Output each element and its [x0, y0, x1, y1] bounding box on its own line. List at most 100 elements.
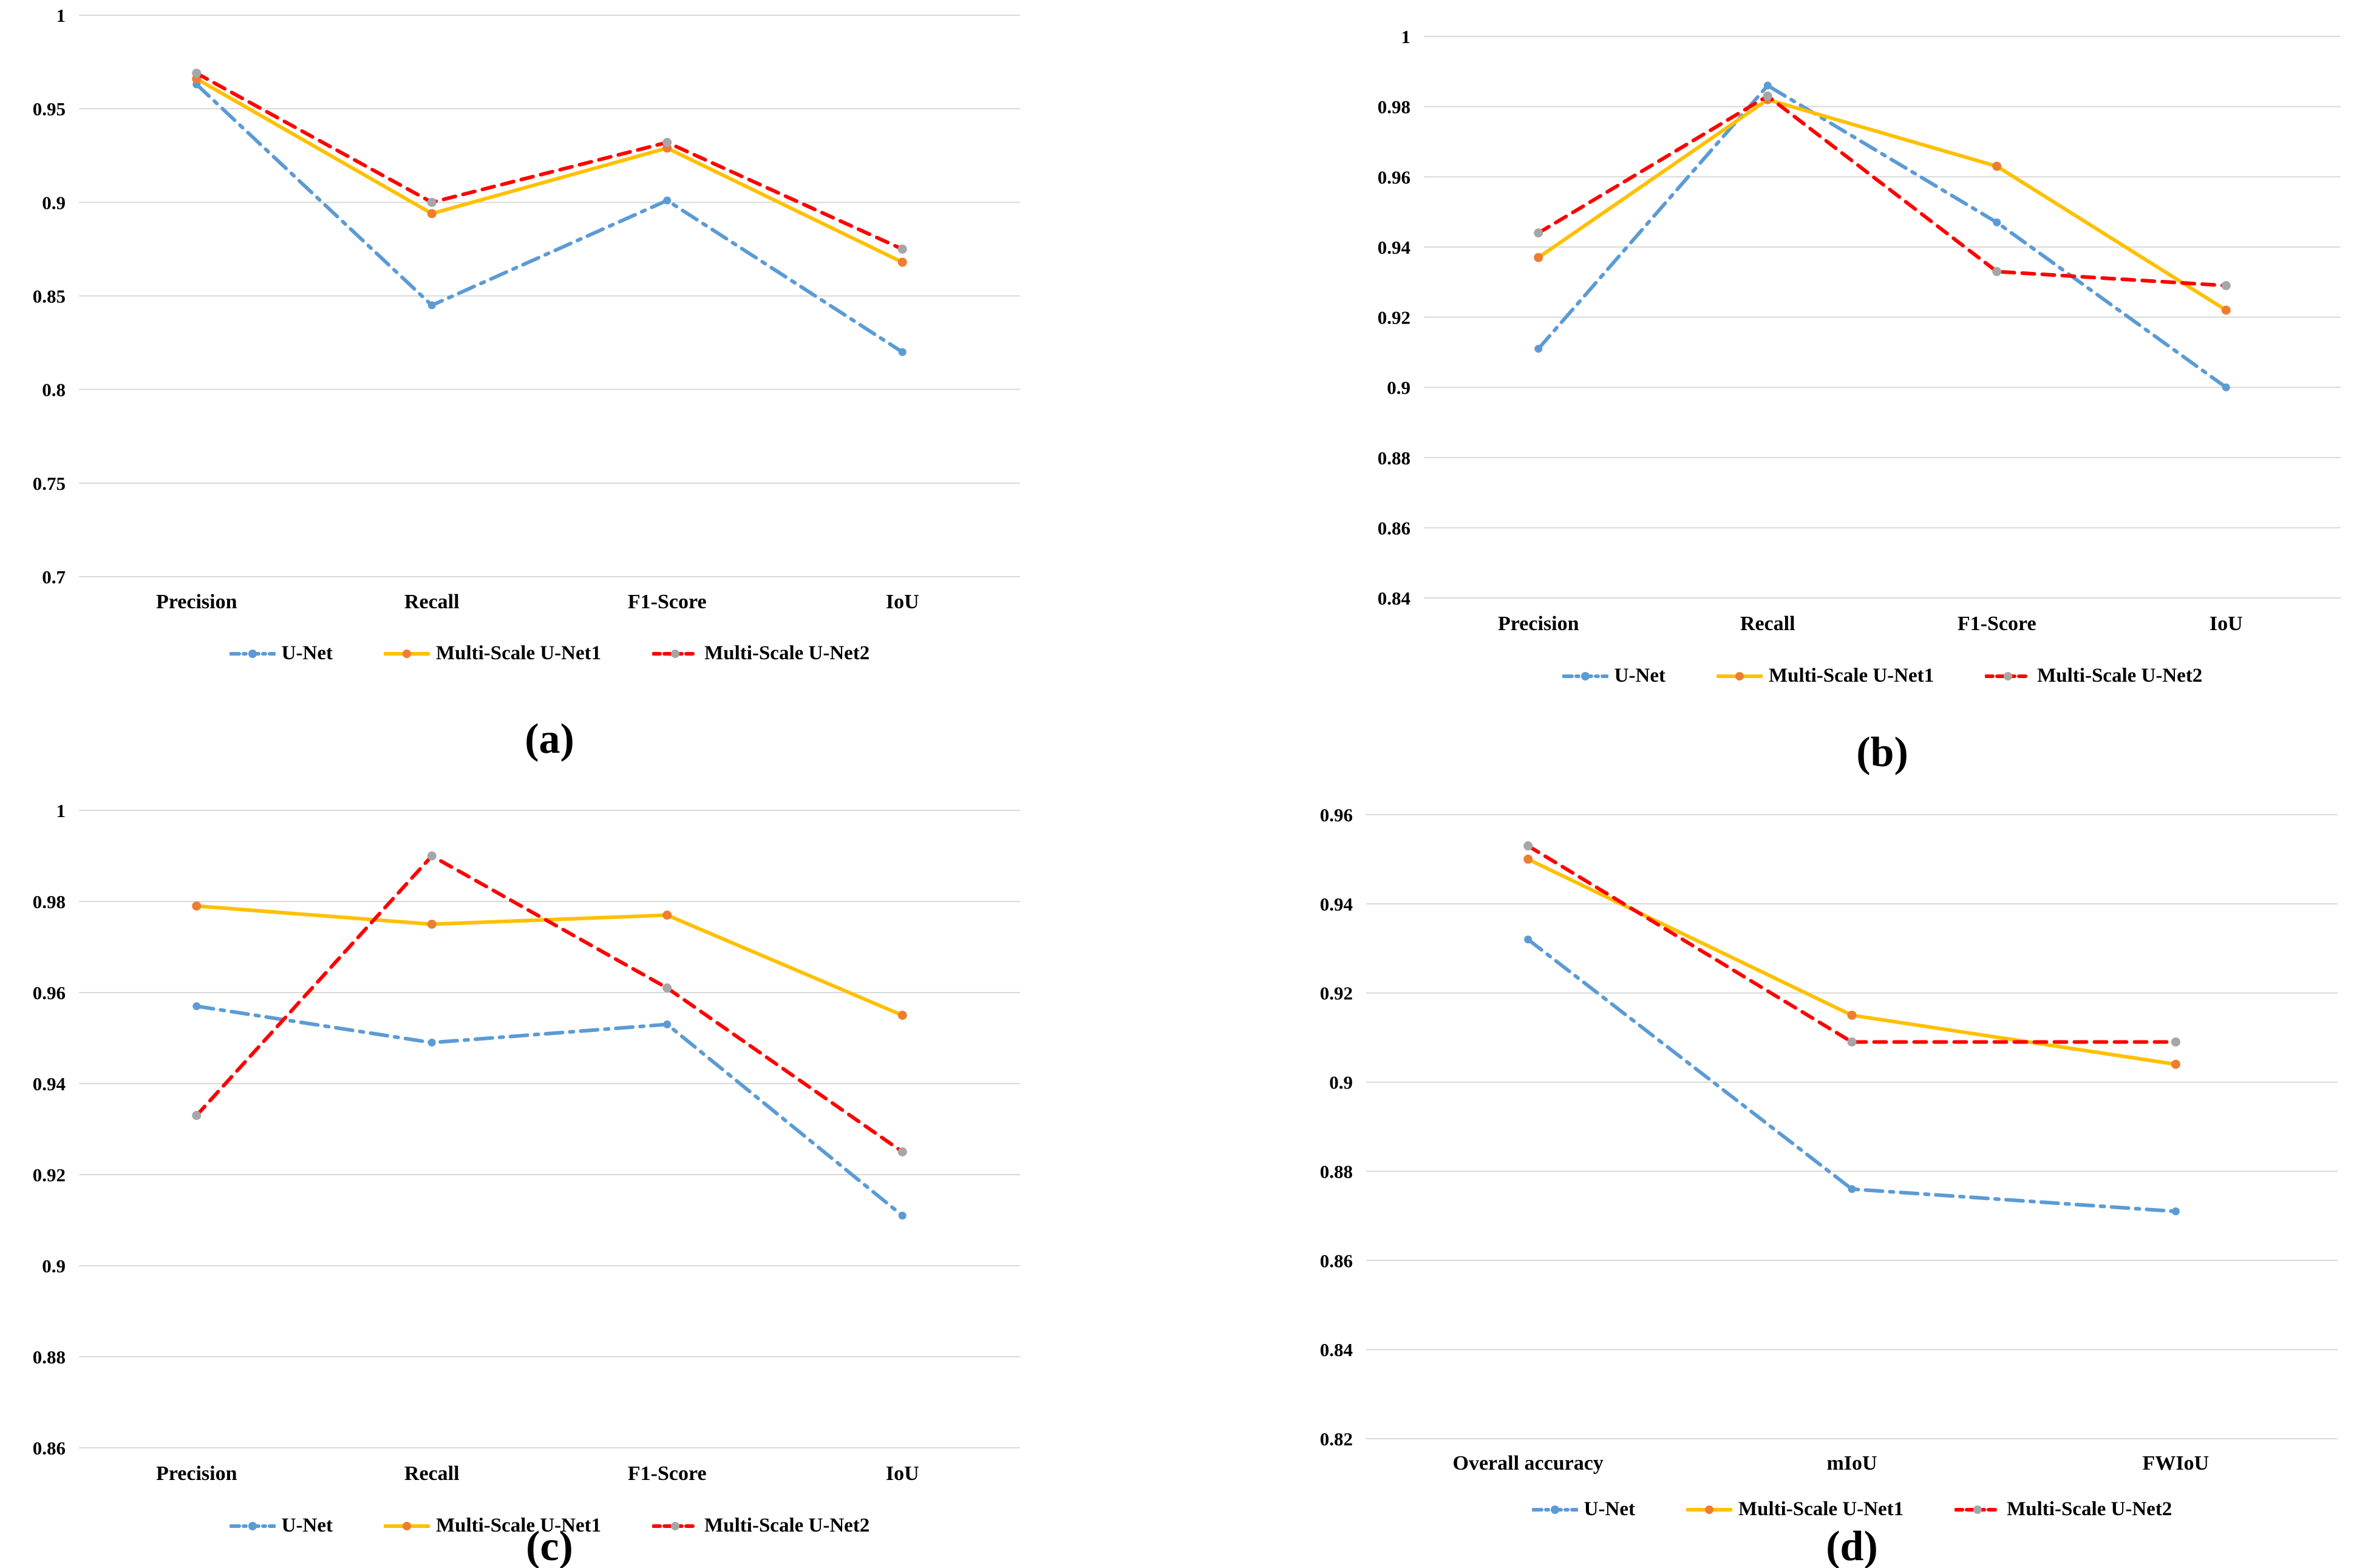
- legend-label-u-net: U-Net: [281, 642, 333, 664]
- series-marker-u-net: [2222, 383, 2230, 392]
- y-tick-label: 0.86: [1378, 517, 1410, 538]
- x-category-label: IoU: [886, 591, 919, 613]
- legend-marker: [671, 1521, 680, 1530]
- series-marker-multi-scale-u-net2: [192, 1111, 202, 1120]
- chart-d-canvas: 0.96 0.94 0.92 0.9 0.88 0.86 0.84 0.82 Overall a…: [1320, 804, 2338, 1475]
- series-line-multi-scale-u-net2: [194, 71, 905, 251]
- y-tick-label: 0.75: [33, 473, 66, 494]
- y-tick-label: 0.9: [42, 1255, 66, 1277]
- y-tick-label: 0.84: [1378, 588, 1410, 609]
- chart-d-caption: (d): [1826, 1523, 1878, 1568]
- legend-label-u-net: U-Net: [281, 1515, 333, 1536]
- legend-swatch-multi-scale-u-net1: [383, 1521, 430, 1530]
- chart-c-canvas: 1 0.98 0.96 0.94 0.92 0.9 0.88 0.86 Precision Rec…: [33, 800, 1020, 1485]
- legend-item-multi-scale-u-net2: Multi-Scale U-Net2: [1955, 1498, 2172, 1521]
- chart-b-canvas: 1 0.98 0.96 0.94 0.92 0.9 0.88 0.86 0.84 Precisio…: [1378, 26, 2341, 635]
- series-line-u-net: [1526, 937, 2178, 1213]
- legend-item-multi-scale-u-net2: Multi-Scale U-Net2: [1985, 665, 2202, 687]
- y-tick-label: 0.9: [1387, 377, 1410, 398]
- y-tick-label: 0.86: [33, 1437, 66, 1459]
- legend-label-multi-scale-u-net1: Multi-Scale U-Net1: [435, 642, 602, 664]
- series-marker-u-net: [192, 1002, 201, 1010]
- series-line-multi-scale-u-net1: [194, 76, 905, 264]
- legend-swatch-u-net: [229, 649, 276, 658]
- legend-item-multi-scale-u-net1: Multi-Scale U-Net1: [383, 1515, 602, 1537]
- legend-swatch-u-net: [229, 1521, 276, 1530]
- series-marker-u-net: [898, 1212, 907, 1220]
- y-tick-label: 0.84: [1320, 1339, 1353, 1360]
- legend-item-multi-scale-u-net1: Multi-Scale U-Net1: [1716, 665, 1934, 687]
- legend-marker: [1973, 1505, 1982, 1514]
- legend-marker: [1580, 671, 1590, 680]
- series-line-u-net: [194, 83, 905, 354]
- series-marker-multi-scale-u-net2: [1992, 266, 2002, 276]
- legend-marker: [402, 1521, 411, 1530]
- series-marker-multi-scale-u-net2: [1523, 841, 1533, 850]
- x-category-label: IoU: [2210, 613, 2243, 635]
- legend-marker: [402, 649, 411, 658]
- x-category-label: Overall accuracy: [1453, 1452, 1604, 1475]
- series-line-u-net: [194, 1004, 905, 1218]
- series-marker-multi-scale-u-net2: [2221, 280, 2231, 290]
- y-tick-label: 0.92: [33, 1164, 66, 1186]
- series-marker-u-net: [1534, 345, 1543, 353]
- series-marker-multi-scale-u-net2: [897, 1147, 907, 1156]
- series-marker-multi-scale-u-net1: [427, 209, 437, 219]
- series-marker-u-net: [1848, 1185, 1856, 1193]
- legend-swatch-multi-scale-u-net1: [1716, 671, 1763, 680]
- legend-label-multi-scale-u-net1: Multi-Scale U-Net1: [1738, 1498, 1904, 1520]
- series-line-u-net: [1536, 83, 2228, 390]
- chart-b-caption: (b): [1856, 729, 1908, 776]
- series-marker-multi-scale-u-net1: [1847, 1010, 1857, 1020]
- series-marker-u-net: [1993, 218, 2001, 226]
- chart-c-legend: U-Net Multi-Scale U-Net1 Multi-Scale U-Net…: [79, 1515, 1020, 1537]
- y-tick-label: 1: [56, 5, 66, 26]
- legend-marker: [1735, 671, 1744, 680]
- legend-marker: [2004, 671, 2013, 680]
- y-tick-label: 0.88: [1320, 1161, 1353, 1182]
- x-category-label: Recall: [404, 1462, 460, 1485]
- series-marker-u-net: [1763, 81, 1772, 90]
- chart-a-canvas: 1 0.95 0.9 0.85 0.8 0.75 0.7 Precision Recall F1-…: [33, 5, 1020, 613]
- legend-marker: [248, 1521, 257, 1530]
- x-category-label: FWIoU: [2143, 1452, 2210, 1475]
- chart-a: 1 0.95 0.9 0.85 0.8 0.75 0.7 Precision Recall F1-…: [0, 0, 1184, 783]
- x-category-label: Precision: [156, 1462, 237, 1485]
- y-tick-label: 0.9: [42, 192, 66, 213]
- x-category-label: Precision: [1498, 613, 1579, 635]
- y-tick-label: 0.8: [42, 379, 66, 401]
- series-line-multi-scale-u-net2: [1526, 844, 2178, 1044]
- series-line-multi-scale-u-net2: [1536, 94, 2228, 288]
- legend-label-multi-scale-u-net2: Multi-Scale U-Net2: [704, 1515, 870, 1536]
- series-marker-multi-scale-u-net2: [662, 138, 672, 148]
- series-line-multi-scale-u-net1: [194, 904, 905, 1017]
- legend-label-u-net: U-Net: [1584, 1498, 1635, 1520]
- legend-label-multi-scale-u-net2: Multi-Scale U-Net2: [2007, 1498, 2172, 1520]
- series-marker-multi-scale-u-net1: [897, 257, 907, 267]
- legend-label-multi-scale-u-net1: Multi-Scale U-Net1: [435, 1515, 602, 1536]
- series-marker-multi-scale-u-net1: [1534, 253, 1543, 262]
- chart-b: 1 0.98 0.96 0.94 0.92 0.9 0.88 0.86 0.84 Precisio…: [1184, 0, 2368, 783]
- chart-d: 0.96 0.94 0.92 0.9 0.88 0.86 0.84 0.82 Overall a…: [1184, 783, 2368, 1568]
- legend-label-multi-scale-u-net1: Multi-Scale U-Net1: [1768, 665, 1934, 687]
- series-marker-multi-scale-u-net1: [1523, 854, 1533, 864]
- x-category-label: F1-Score: [628, 591, 707, 613]
- legend-marker: [671, 649, 680, 658]
- legend-marker: [1550, 1505, 1559, 1514]
- legend-swatch-multi-scale-u-net2: [652, 649, 699, 658]
- series-marker-u-net: [2171, 1207, 2180, 1216]
- series-marker-multi-scale-u-net1: [427, 920, 437, 929]
- legend-label-multi-scale-u-net2: Multi-Scale U-Net2: [704, 642, 870, 664]
- y-tick-label: 0.94: [1320, 894, 1353, 915]
- series-marker-multi-scale-u-net1: [2221, 305, 2231, 315]
- y-tick-label: 0.94: [1378, 237, 1410, 258]
- y-tick-label: 0.95: [33, 98, 66, 120]
- legend-swatch-multi-scale-u-net2: [1985, 671, 2032, 680]
- legend-marker: [248, 649, 257, 658]
- legend-item-multi-scale-u-net2: Multi-Scale U-Net2: [652, 1515, 869, 1537]
- series-line-multi-scale-u-net1: [1536, 98, 2228, 312]
- x-category-label: F1-Score: [1958, 613, 2036, 635]
- x-category-label: Recall: [404, 591, 460, 613]
- x-category-label: Recall: [1740, 613, 1795, 635]
- legend-item-u-net: U-Net: [229, 1515, 333, 1537]
